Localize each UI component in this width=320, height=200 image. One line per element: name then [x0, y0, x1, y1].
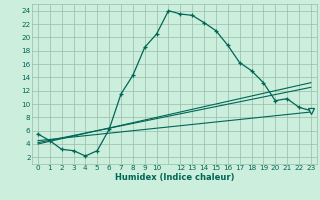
X-axis label: Humidex (Indice chaleur): Humidex (Indice chaleur) — [115, 173, 234, 182]
